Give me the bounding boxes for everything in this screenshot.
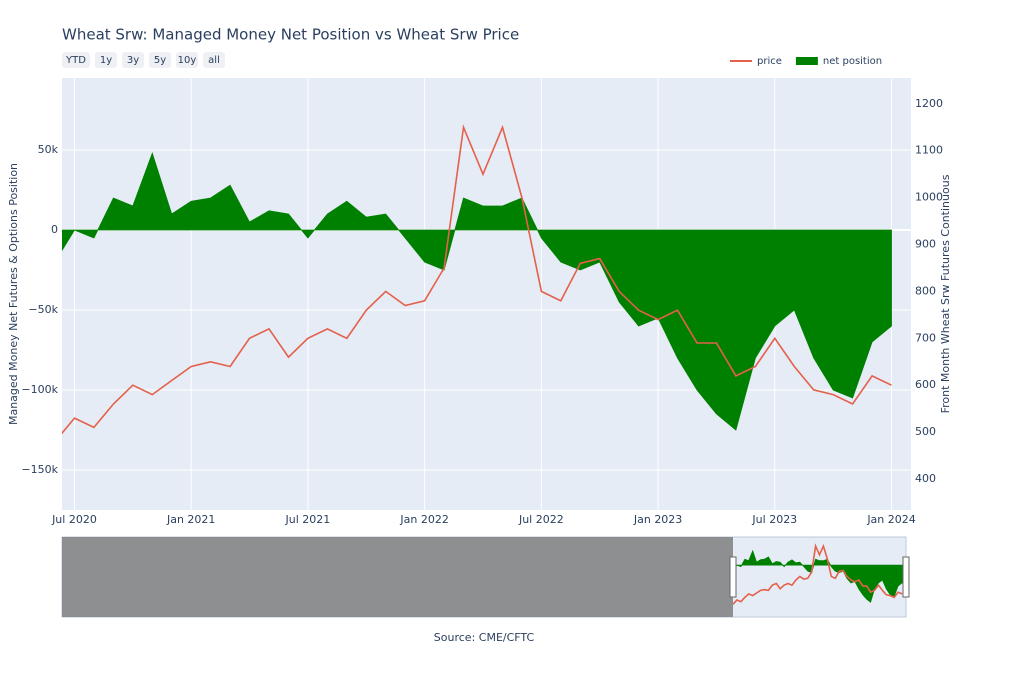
range-button[interactable]: all — [203, 52, 225, 68]
button-label[interactable]: YTD — [65, 55, 86, 66]
y-tick-label: −100k — [21, 383, 58, 396]
y2-tick-label: 1000 — [915, 191, 943, 204]
y2-tick-label: 900 — [915, 238, 936, 251]
range-button[interactable]: 1y — [95, 52, 117, 68]
price-line — [62, 124, 892, 435]
y2-tick-label: 600 — [915, 378, 936, 391]
legend-item[interactable]: net position — [795, 56, 882, 67]
x-tick-label: Jul 2023 — [751, 513, 797, 526]
net-position-area — [732, 549, 903, 603]
x-tick-label: Jan 2022 — [399, 513, 448, 526]
y-axis-title: Managed Money Net Futures & Options Posi… — [7, 163, 20, 425]
x-tick-label: Jan 2024 — [866, 513, 915, 526]
x-tick-label: Jul 2021 — [285, 513, 331, 526]
range-button[interactable]: YTD — [62, 52, 90, 68]
y2-tick-label: 1100 — [915, 144, 943, 157]
button-bg[interactable] — [176, 52, 198, 68]
button-label[interactable]: 1y — [100, 55, 112, 66]
y-tick-label: 50k — [38, 143, 59, 156]
slider-series — [732, 543, 903, 605]
button-bg[interactable] — [203, 52, 225, 68]
legend-swatch[interactable] — [795, 57, 818, 65]
y-tick-label: −150k — [21, 463, 58, 476]
range-button[interactable]: 3y — [122, 52, 144, 68]
button-bg[interactable] — [122, 52, 144, 68]
legend-item[interactable]: price — [730, 56, 782, 67]
y2-tick-label: 1200 — [915, 97, 943, 110]
plot-series — [62, 124, 892, 435]
source-note: Source: CME/CFTC — [434, 631, 535, 644]
y-tick-label: −50k — [28, 303, 58, 316]
x-tick-label: Jan 2023 — [633, 513, 682, 526]
y2-tick-label: 700 — [915, 331, 936, 344]
button-bg[interactable] — [149, 52, 171, 68]
x-tick-label: Jul 2022 — [518, 513, 564, 526]
net-position-area — [62, 151, 892, 431]
y2-tick-label: 800 — [915, 284, 936, 297]
slider-mask[interactable] — [62, 537, 733, 617]
range-button[interactable]: 10y — [176, 52, 198, 68]
x-tick-label: Jul 2020 — [51, 513, 97, 526]
y2-tick-label: 400 — [915, 472, 936, 485]
slider-handle[interactable] — [902, 556, 910, 598]
price-line — [732, 543, 903, 605]
button-bg[interactable] — [62, 52, 90, 68]
button-label[interactable]: 10y — [178, 55, 197, 66]
chart-title: Wheat Srw: Managed Money Net Position vs… — [62, 26, 519, 44]
y2-tick-label: 500 — [915, 425, 936, 438]
y-tick-label: 0 — [51, 223, 58, 236]
range-button[interactable]: 5y — [149, 52, 171, 68]
button-bg[interactable] — [95, 52, 117, 68]
button-label[interactable]: all — [208, 55, 220, 66]
slider-handle[interactable] — [729, 556, 737, 598]
legend-label[interactable]: price — [757, 56, 782, 67]
button-label[interactable]: 5y — [154, 55, 166, 66]
x-tick-label: Jan 2021 — [166, 513, 215, 526]
button-label[interactable]: 3y — [127, 55, 139, 66]
legend-label[interactable]: net position — [823, 56, 882, 67]
y2-axis-title: Front Month Wheat Srw Futures Continuous — [939, 174, 952, 413]
